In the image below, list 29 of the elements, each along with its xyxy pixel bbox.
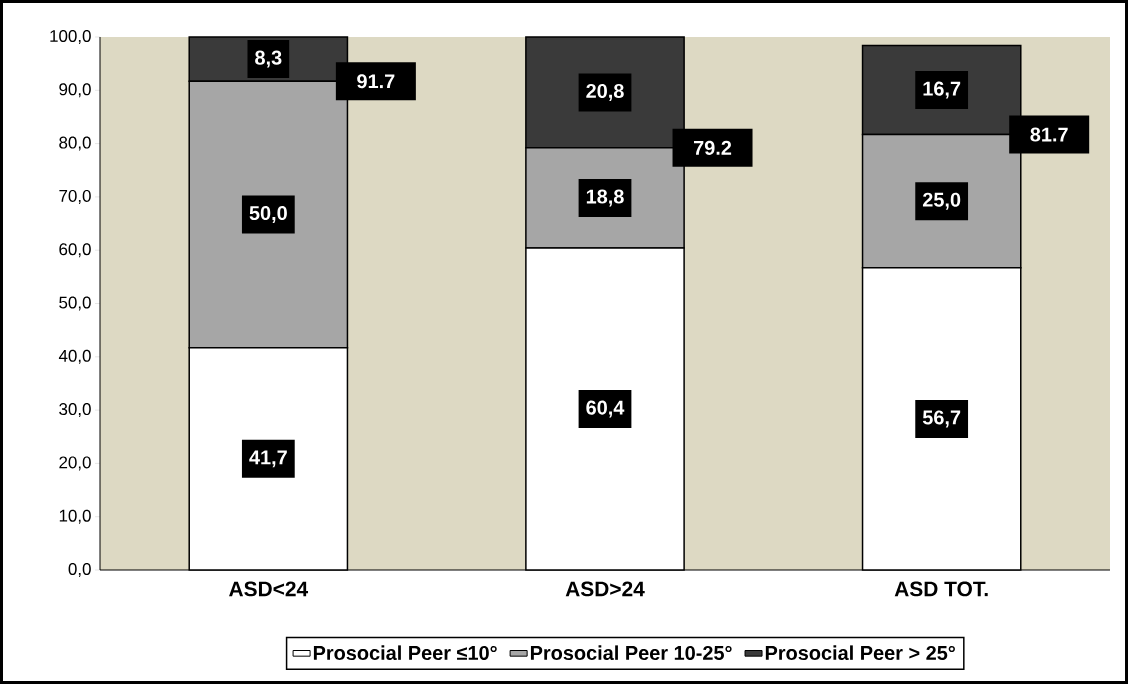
y-tick-label: 70,0: [59, 189, 91, 204]
y-tick-label: 0,0: [68, 563, 91, 577]
data-label: 41,7: [249, 450, 287, 468]
annotation: 81.7: [1030, 127, 1068, 142]
y-tick-label: 60,0: [59, 243, 91, 258]
x-tick-label: ASD TOT.: [894, 581, 988, 597]
y-tick-label: 10,0: [59, 509, 91, 524]
legend-label: Prosocial Peer ≤10°: [313, 645, 497, 660]
y-tick-label: 50,0: [59, 296, 91, 311]
data-label: 60,4: [586, 400, 625, 418]
data-label: 25,0: [922, 192, 961, 210]
data-label: 8,3: [255, 50, 282, 68]
x-tick-label: ASD<24: [229, 581, 309, 597]
y-tick-label: 30,0: [59, 403, 91, 418]
y-tick-label: 40,0: [58, 349, 91, 364]
data-label: 56,7: [922, 410, 961, 428]
annotation: 79.2: [694, 140, 732, 155]
data-label: 20,8: [586, 83, 624, 101]
y-tick-label: 80,0: [59, 136, 91, 151]
y-tick-label: 90,0: [59, 83, 91, 98]
data-label: 18,8: [586, 189, 624, 207]
data-label: 16,7: [923, 81, 961, 99]
data-label: 50,0: [249, 205, 287, 223]
y-tick-label: 20,0: [59, 456, 91, 471]
annotation: 91.7: [357, 74, 395, 89]
x-tick-label: ASD>24: [565, 581, 645, 597]
legend-label: Prosocial Peer > 25°: [765, 645, 955, 660]
legend-label: Prosocial Peer 10-25°: [530, 645, 732, 660]
y-tick-label: 100,0: [50, 30, 91, 44]
